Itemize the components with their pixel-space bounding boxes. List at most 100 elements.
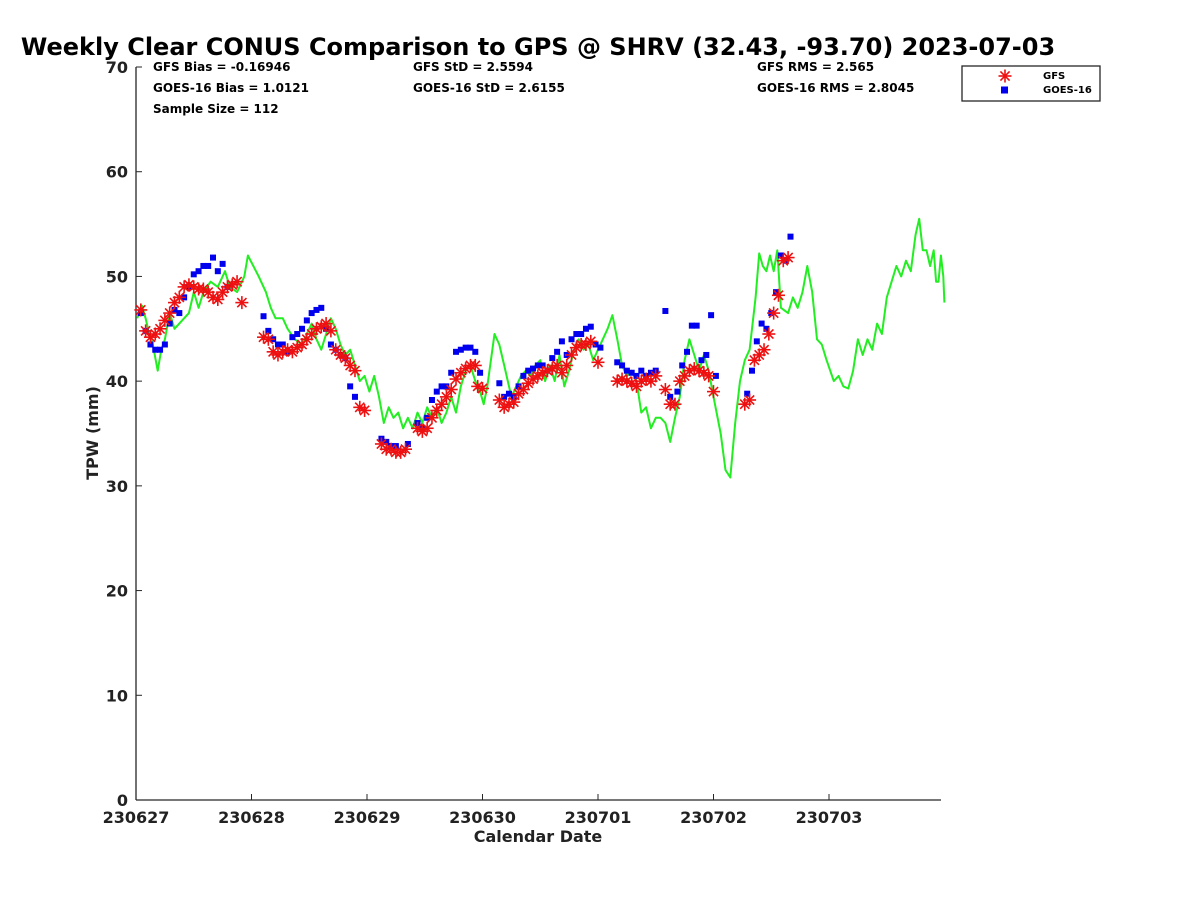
goes16-point	[472, 348, 479, 355]
gps-tpw-line	[136, 217, 946, 479]
gfs-point	[420, 421, 434, 435]
goes16-point	[477, 369, 484, 376]
gfs-point	[702, 369, 716, 383]
goes16-point	[592, 341, 599, 348]
goes16-point	[303, 317, 310, 324]
legend-box	[961, 65, 1101, 102]
goes16-point	[708, 312, 715, 319]
gfs-point	[762, 327, 776, 341]
gfs-point	[348, 364, 362, 378]
goes16-point	[318, 304, 325, 311]
stat-text: GOES-16 Bias = 1.0121	[153, 81, 309, 95]
gfs-point	[476, 381, 489, 395]
goes16-point	[539, 362, 546, 369]
goes16-point	[176, 310, 183, 317]
goes16-point	[638, 367, 645, 374]
y-tick-label: 20	[106, 582, 128, 601]
goes16-point	[496, 380, 503, 387]
goes16-point	[294, 331, 301, 338]
gfs-point	[468, 358, 482, 372]
x-tick-label: 230701	[565, 808, 632, 827]
y-tick-label: 50	[106, 267, 128, 286]
stat-text: GFS Bias = -0.16946	[153, 60, 290, 74]
goes16-point	[674, 388, 681, 395]
gfs-point	[430, 403, 444, 417]
gfs-point	[425, 411, 439, 425]
goes16-point	[501, 393, 508, 400]
goes16-point	[308, 310, 315, 317]
x-axis-label: Calendar Date	[474, 827, 603, 846]
goes16-point	[520, 372, 527, 379]
stat-text: GFS RMS = 2.565	[757, 60, 874, 74]
gfs-point	[163, 306, 177, 320]
gfs-point	[565, 348, 579, 362]
goes16-point	[647, 369, 654, 376]
goes16-point	[152, 346, 159, 353]
gfs-point	[172, 290, 186, 304]
goes16-point	[289, 334, 296, 341]
goes16-point	[582, 325, 589, 332]
gfs-point	[411, 421, 425, 435]
gfs-point	[555, 366, 569, 380]
goes16-point	[462, 344, 469, 351]
goes16-point	[279, 341, 286, 348]
gfs-point	[435, 397, 449, 411]
goes16-point	[453, 348, 460, 355]
stat-text: GOES-16 RMS = 2.8045	[757, 81, 914, 95]
goes16-point	[515, 383, 522, 390]
gfs-point	[560, 358, 574, 372]
goes16-point	[443, 383, 450, 390]
y-tick-label: 70	[106, 58, 128, 77]
statistics-block: GFS Bias = -0.16946 GOES-16 Bias = 1.0121…	[153, 60, 914, 116]
y-tick-label: 60	[106, 163, 128, 182]
gfs-point	[187, 280, 201, 294]
goes16-point	[351, 393, 358, 400]
y-axis-label: TPW (mm)	[83, 386, 102, 480]
legend-goes16-marker	[1001, 86, 1008, 94]
goes16-point	[633, 372, 640, 379]
goes16-point	[787, 233, 794, 240]
legend-gfs-label: GFS	[1043, 71, 1065, 82]
plot-area	[134, 67, 946, 801]
goes16-point	[200, 262, 207, 269]
goes-16-series	[137, 233, 794, 450]
goes16-point	[698, 357, 705, 364]
gfs-point	[507, 395, 521, 409]
gfs-point	[319, 317, 333, 331]
legend-gfs-marker	[998, 69, 1012, 83]
goes16-point	[404, 440, 411, 447]
gfs-point	[338, 351, 352, 365]
goes16-point	[157, 346, 164, 353]
gfs-point	[358, 403, 372, 417]
goes16-point	[619, 362, 626, 369]
gfs-point	[261, 332, 275, 346]
gfs-point	[158, 313, 172, 327]
goes16-point	[568, 336, 575, 343]
x-tick-label: 230627	[103, 808, 170, 827]
goes16-point	[260, 313, 267, 320]
gfs-point	[591, 355, 605, 369]
gfs-point	[536, 366, 550, 380]
gfs-series	[134, 251, 795, 459]
goes16-point	[219, 260, 226, 267]
goes16-point	[712, 372, 719, 379]
stat-text: GOES-16 StD = 2.6155	[413, 81, 565, 95]
goes16-point	[428, 396, 435, 403]
goes16-point	[587, 323, 594, 330]
goes16-point	[448, 369, 455, 376]
x-tick-label: 230630	[449, 808, 516, 827]
goes16-point	[744, 390, 751, 397]
goes16-point	[467, 344, 474, 351]
goes16-point	[763, 325, 770, 332]
goes16-point	[161, 341, 168, 348]
y-tick-label: 30	[106, 477, 128, 496]
goes16-point	[578, 331, 585, 338]
y-tick-label: 40	[106, 372, 128, 391]
goes16-point	[534, 362, 541, 369]
gfs-point	[658, 383, 672, 397]
gfs-point	[781, 251, 795, 265]
goes16-point	[662, 307, 669, 314]
goes16-point	[205, 262, 212, 269]
goes16-point	[313, 306, 320, 313]
